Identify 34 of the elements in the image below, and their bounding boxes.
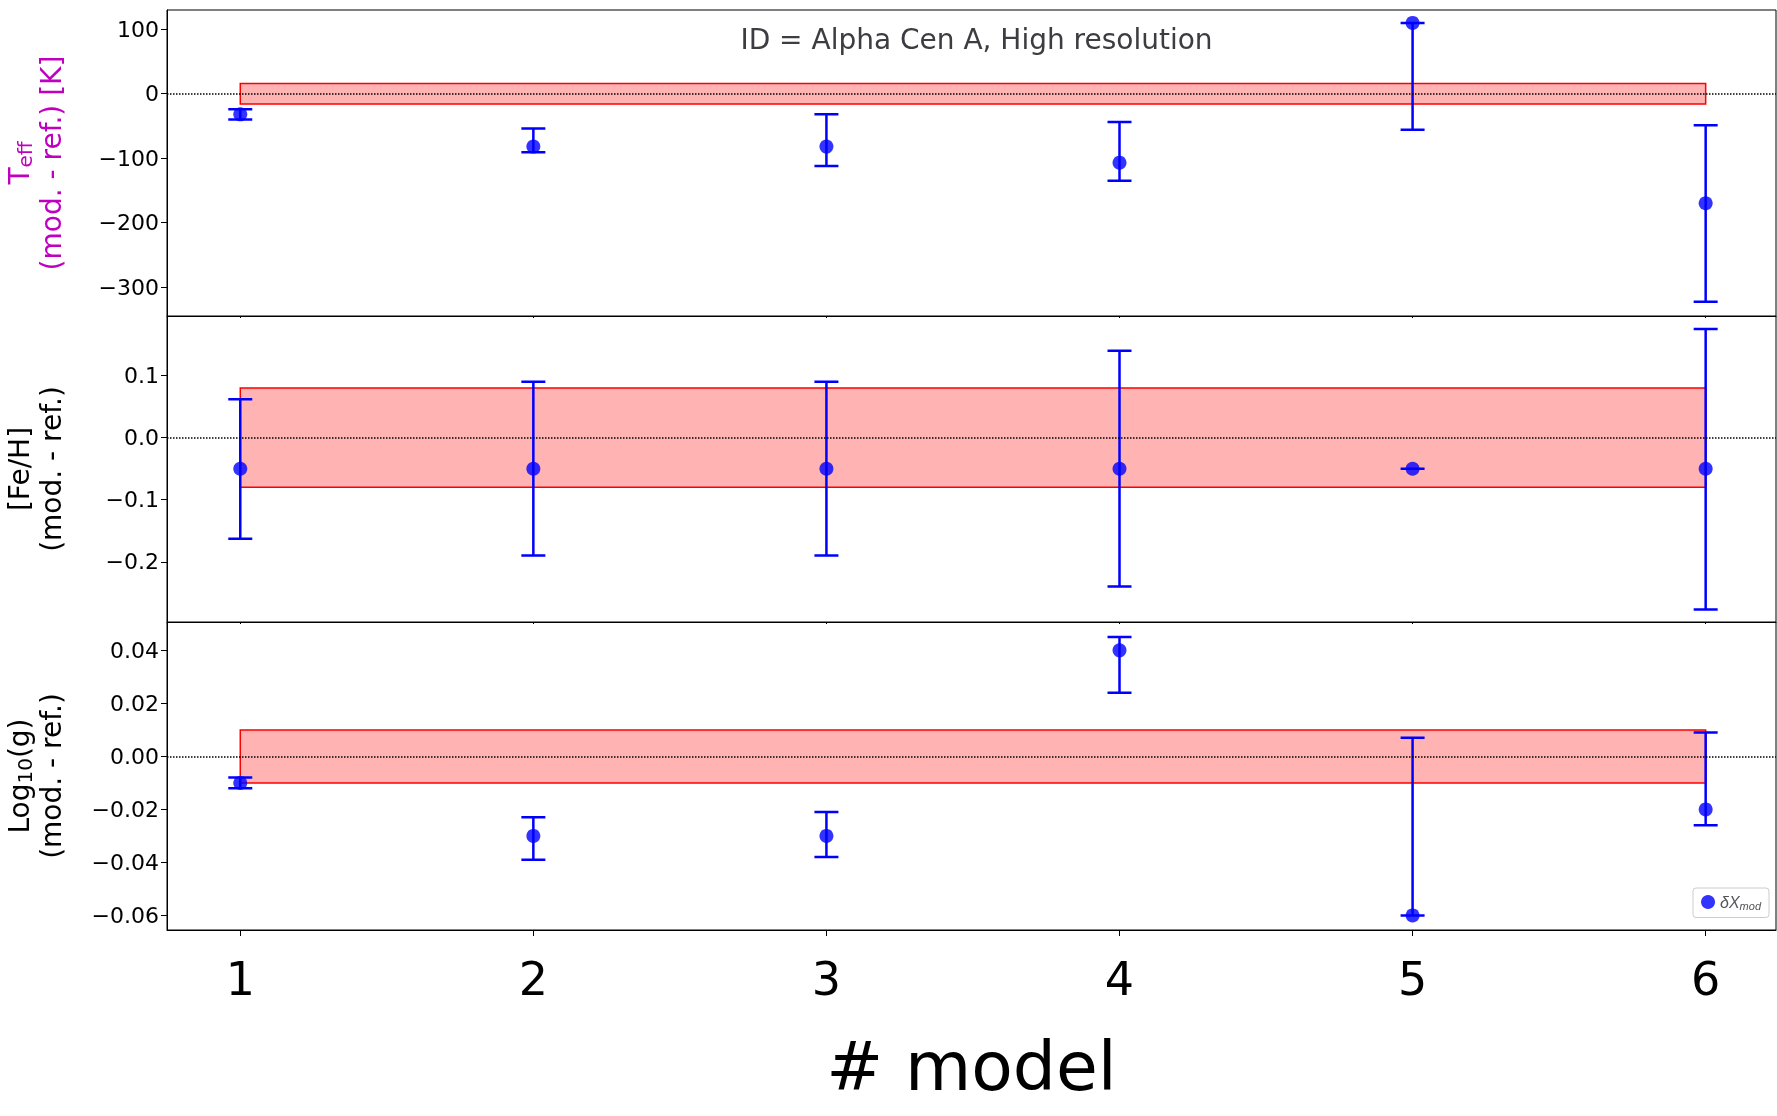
point <box>1698 196 1713 211</box>
x-tick-label: 6 <box>1691 952 1721 1006</box>
y-tick-label: −0.06 <box>91 902 159 928</box>
y-tick-label: −0.02 <box>91 796 159 822</box>
y-tick-label: 0.00 <box>110 743 159 769</box>
point <box>526 828 541 843</box>
y-tick-label: −200 <box>98 210 159 236</box>
y-tick-label: −0.1 <box>105 487 159 513</box>
y-tick-label: 0.02 <box>110 690 159 716</box>
point <box>819 139 834 154</box>
point <box>819 828 834 843</box>
x-tick-label: 5 <box>1397 952 1428 1006</box>
point <box>1405 15 1420 30</box>
y-tick-label: −0.2 <box>105 549 159 575</box>
y-tick-label: 0.04 <box>110 637 159 663</box>
y-tick-label: 0.0 <box>124 425 159 451</box>
y-tick-label: −300 <box>98 274 159 300</box>
point <box>526 139 541 154</box>
x-tick-label: 4 <box>1104 952 1135 1006</box>
x-tick-label: 1 <box>225 952 255 1006</box>
point <box>1112 643 1127 658</box>
y-axis-title: [Fe/H] (mod. - ref.) <box>2 386 68 552</box>
x-tick-label: 2 <box>518 952 548 1006</box>
x-axis-title: # model <box>826 1026 1117 1106</box>
y-tick-label: 0 <box>145 81 159 107</box>
point <box>1405 908 1420 923</box>
x-tick-label: 3 <box>811 952 842 1006</box>
y-tick-label: 0.1 <box>124 363 159 389</box>
y-tick-label: −100 <box>98 145 159 171</box>
text: ID = Alpha Cen A, High resolution <box>740 22 1213 56</box>
y-tick-label: −0.04 <box>91 849 159 875</box>
y-tick-label: 100 <box>117 16 159 42</box>
point <box>1112 155 1127 170</box>
point <box>1698 802 1713 817</box>
